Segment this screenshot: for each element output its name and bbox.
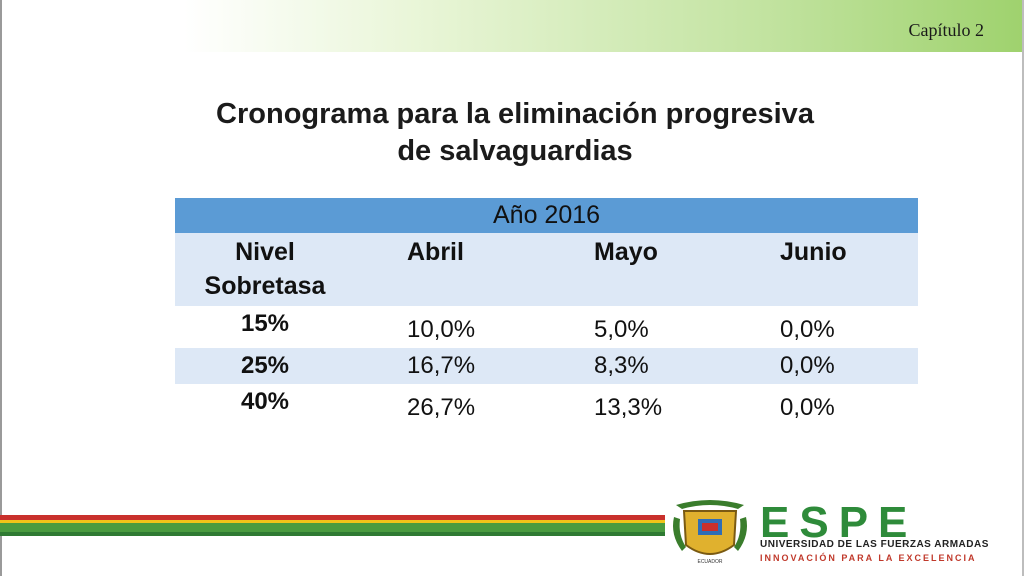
cell-june: 0,0% xyxy=(780,316,835,343)
cell-may: 5,0% xyxy=(594,316,649,343)
column-header-april: Abril xyxy=(355,233,542,306)
header-band xyxy=(0,0,1022,52)
logo-university-name: UNIVERSIDAD DE LAS FUERZAS ARMADAS xyxy=(760,539,989,550)
title-line-2: de salvaguardias xyxy=(397,135,633,167)
table-row: 40% 26,7% 13,3% 0,0% xyxy=(175,384,918,426)
stripe-yellow xyxy=(0,520,665,523)
table-year-row: Año 2016 xyxy=(175,198,919,233)
table-header-row: Nivel Sobretasa Abril Mayo Junio xyxy=(175,233,919,306)
row-level: 15% xyxy=(240,310,290,337)
footer-stripes xyxy=(0,515,665,545)
surcharge-table: Año 2016 Nivel Sobretasa Abril Mayo Juni… xyxy=(175,198,919,426)
slide-title: Cronograma para la eliminación progresiv… xyxy=(130,96,900,170)
column-header-level: Nivel Sobretasa xyxy=(175,233,355,306)
espe-wordmark: ESPE xyxy=(760,498,918,547)
stripe-red xyxy=(0,515,665,520)
column-header-may: Mayo xyxy=(542,233,728,306)
cell-april: 16,7% xyxy=(355,348,542,384)
crest-icon: ECUADOR xyxy=(673,500,747,565)
cell-june: 0,0% xyxy=(780,394,835,421)
cell-april: 10,0% xyxy=(407,316,476,343)
chapter-label: Capítulo 2 xyxy=(908,20,985,40)
title-line-1: Cronograma para la eliminación progresiv… xyxy=(216,98,814,130)
espe-logo: ECUADOR ESPE UNIVERSIDAD DE LAS FUERZAS … xyxy=(668,495,1018,571)
cell-may: 8,3% xyxy=(542,348,728,384)
column-header-june: Junio xyxy=(728,233,919,306)
left-border xyxy=(0,0,2,576)
cell-june: 0,0% xyxy=(728,348,919,384)
table-row: 25% 16,7% 8,3% 0,0% xyxy=(175,348,919,384)
row-level: 40% xyxy=(240,388,290,415)
right-border xyxy=(1022,0,1024,576)
year-header: Año 2016 xyxy=(175,198,919,233)
table-row: 15% 10,0% 5,0% 0,0% xyxy=(175,306,918,348)
stripe-dark-green xyxy=(0,532,665,536)
cell-may: 13,3% xyxy=(594,394,663,421)
row-level: 25% xyxy=(175,348,355,384)
svg-text:ECUADOR: ECUADOR xyxy=(697,559,722,565)
stripe-green xyxy=(0,523,665,532)
cell-april: 26,7% xyxy=(407,394,476,421)
logo-motto: INNOVACIÓN PARA LA EXCELENCIA xyxy=(760,553,977,563)
